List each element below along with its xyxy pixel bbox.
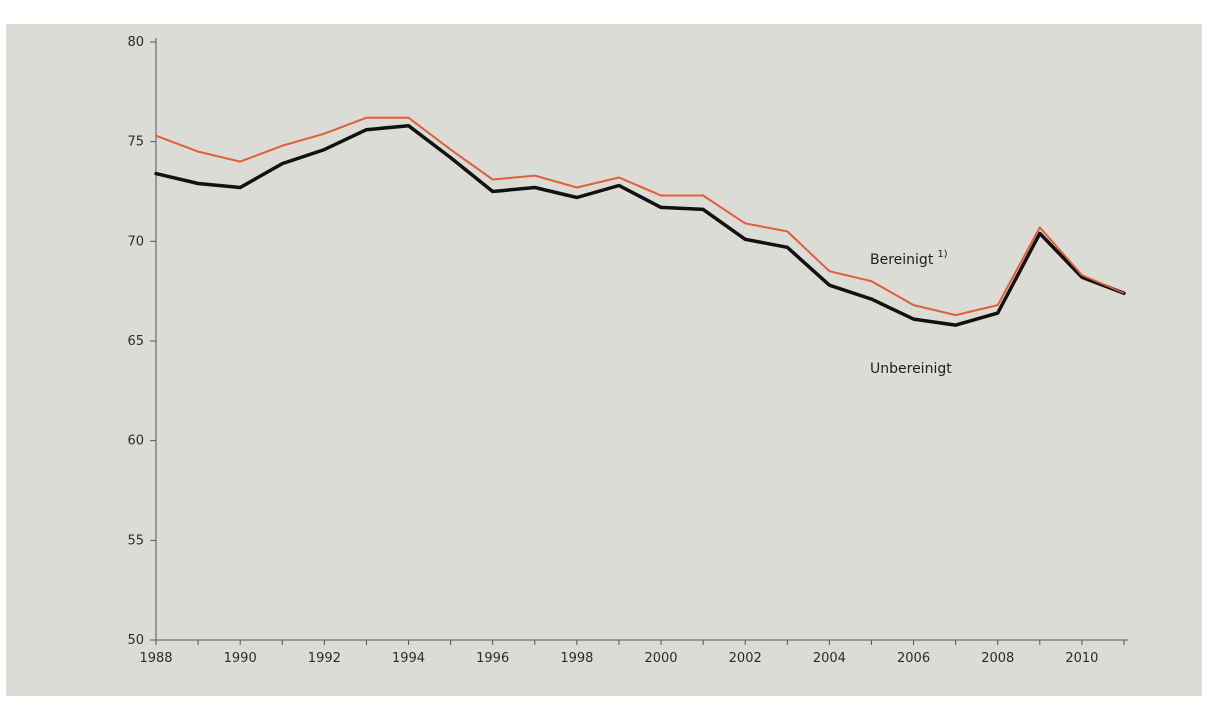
chart-series — [154, 116, 1126, 327]
y-tick-label: 70 — [127, 234, 144, 249]
x-tick-label: 2000 — [644, 651, 677, 666]
line-chart: 50 55 60 65 70 75 80 1988 1990 1992 1994 1996 1998 20… — [127, 35, 1128, 666]
x-tick-label: 2002 — [729, 651, 762, 666]
x-tick-label: 1990 — [224, 651, 257, 666]
x-tick-label: 1996 — [476, 651, 509, 666]
x-tick-label: 2010 — [1065, 651, 1098, 666]
y-tick-label: 55 — [127, 533, 144, 548]
x-tick-label: 1994 — [392, 651, 425, 666]
x-tick-label: 2004 — [813, 651, 846, 666]
series-label-bereinigt: Bereinigt 1) — [870, 249, 948, 268]
y-tick-label: 75 — [127, 135, 144, 150]
y-tick-label: 60 — [127, 434, 144, 449]
y-tick-label: 50 — [127, 633, 144, 648]
series-line-bereinigt-overlay — [155, 116, 1125, 316]
y-tick-label: 80 — [127, 35, 144, 50]
y-tick-label: 65 — [127, 334, 144, 349]
chart-labels: Bereinigt 1) Unbereinigt — [870, 249, 952, 377]
chart-panel: 50 55 60 65 70 75 80 1988 1990 1992 1994 1996 1998 20… — [6, 24, 1202, 696]
series-line-bereinigt — [155, 116, 1125, 317]
x-tick-label: 2008 — [981, 651, 1014, 666]
x-tick-label: 2006 — [897, 651, 930, 666]
x-tick-label: 1998 — [560, 651, 593, 666]
x-tick-label: 1988 — [139, 651, 172, 666]
series-line-unbereinigt — [154, 123, 1126, 327]
chart-axes: 50 55 60 65 70 75 80 1988 1990 1992 1994 1996 1998 20… — [127, 35, 1128, 666]
series-label-unbereinigt: Unbereinigt — [870, 361, 952, 377]
x-tick-label: 1992 — [308, 651, 341, 666]
